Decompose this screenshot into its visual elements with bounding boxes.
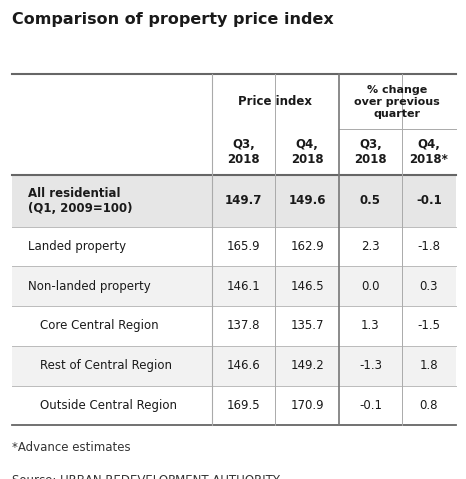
Text: 146.5: 146.5 [290,280,324,293]
Text: Rest of Central Region: Rest of Central Region [40,359,171,372]
Text: 0.3: 0.3 [420,280,438,293]
Text: 165.9: 165.9 [227,240,260,253]
Text: 1.3: 1.3 [361,319,380,332]
Text: 0.8: 0.8 [420,399,438,412]
Text: -1.8: -1.8 [418,240,440,253]
Text: 1.8: 1.8 [420,359,438,372]
Text: Core Central Region: Core Central Region [40,319,158,332]
Text: 146.1: 146.1 [227,280,260,293]
Text: 149.2: 149.2 [290,359,324,372]
Bar [12,266,456,306]
Text: Source: URBAN REDEVELOPMENT AUTHORITY: Source: URBAN REDEVELOPMENT AUTHORITY [12,474,280,479]
Text: 149.7: 149.7 [225,194,262,207]
Text: Outside Central Region: Outside Central Region [40,399,177,412]
Bar [12,227,456,266]
Text: All residential
(Q1, 2009=100): All residential (Q1, 2009=100) [28,187,132,215]
Text: 2.3: 2.3 [361,240,380,253]
Text: Comparison of property price index: Comparison of property price index [12,12,333,27]
Text: 162.9: 162.9 [290,240,324,253]
Text: -1.5: -1.5 [418,319,440,332]
Bar [12,386,456,425]
Text: -0.1: -0.1 [359,399,382,412]
Text: Landed property: Landed property [28,240,126,253]
Text: 0.0: 0.0 [361,280,380,293]
Text: 146.6: 146.6 [227,359,260,372]
Text: Q4,
2018*: Q4, 2018* [410,138,448,166]
Bar [12,346,456,386]
Text: Non-landed property: Non-landed property [28,280,151,293]
Text: % change
over previous
quarter: % change over previous quarter [354,85,440,119]
Text: Q3,
2018: Q3, 2018 [354,138,387,166]
Text: 0.5: 0.5 [360,194,381,207]
Bar [12,74,456,175]
Text: *Advance estimates: *Advance estimates [12,441,130,454]
Text: 137.8: 137.8 [227,319,260,332]
Text: -0.1: -0.1 [416,194,442,207]
Text: Price index: Price index [239,95,312,108]
Text: 170.9: 170.9 [290,399,324,412]
Bar [12,306,456,346]
Text: Q4,
2018: Q4, 2018 [291,138,323,166]
Text: -1.3: -1.3 [359,359,382,372]
Text: Q3,
2018: Q3, 2018 [227,138,260,166]
Text: 169.5: 169.5 [227,399,260,412]
Bar [12,175,456,227]
Text: 135.7: 135.7 [290,319,324,332]
Text: 149.6: 149.6 [288,194,326,207]
